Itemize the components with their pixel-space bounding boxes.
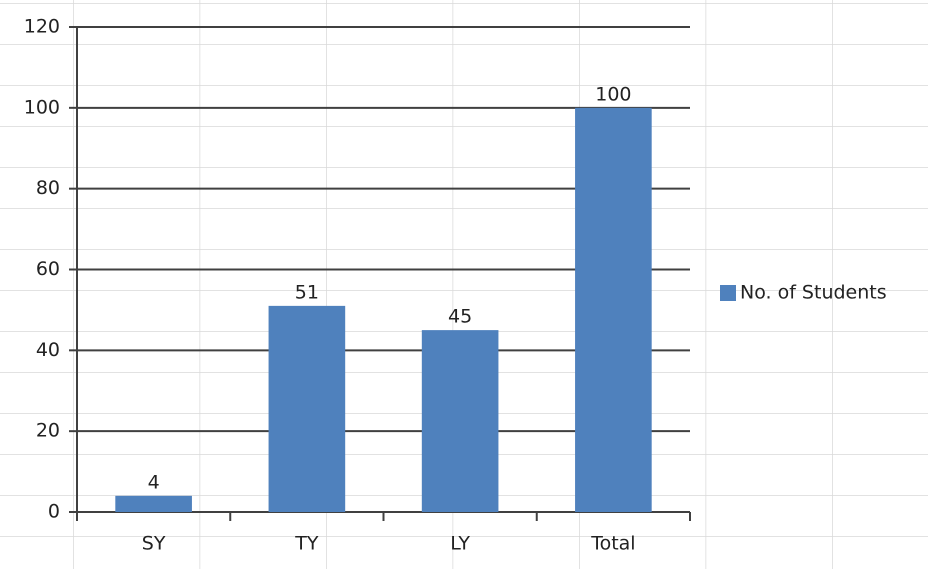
bar [575,107,652,512]
legend-swatch [720,285,736,301]
bar [268,305,346,512]
data-label: 100 [595,83,631,105]
x-tick-label: LY [450,533,470,555]
y-tick-label: 100 [24,96,60,118]
bar [421,330,499,512]
bar [115,495,192,512]
y-tick-label: 20 [36,420,60,442]
legend-label: No. of Students [740,282,887,304]
y-tick-label: 120 [24,16,60,38]
y-tick-label: 40 [36,339,60,361]
data-label: 4 [148,471,160,493]
data-label: 51 [295,281,319,303]
y-tick-label: 80 [36,177,60,199]
y-tick-label: 0 [48,501,60,523]
x-tick-label: Total [590,533,635,555]
y-tick-label: 60 [36,258,60,280]
x-tick-label: SY [142,533,166,555]
x-tick-label: TY [294,533,319,555]
data-label: 45 [448,306,472,328]
